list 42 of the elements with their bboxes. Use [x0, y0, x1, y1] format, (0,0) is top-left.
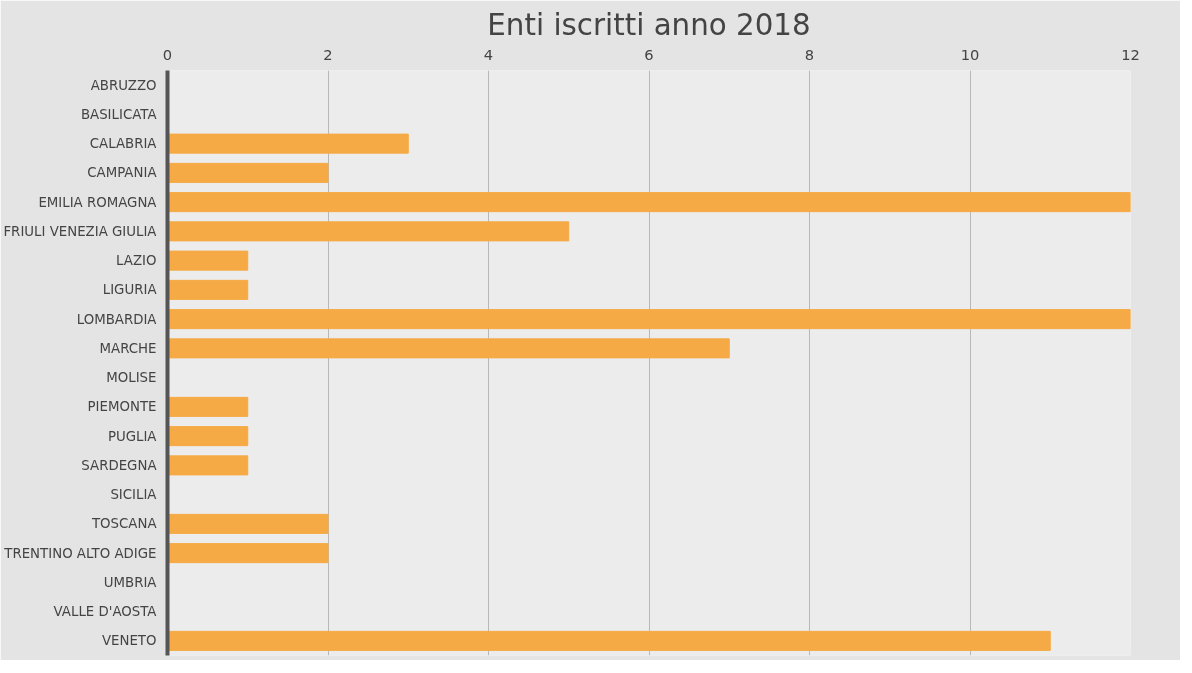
y-tick-label: CAMPANIA — [87, 165, 157, 181]
y-tick-label: SICILIA — [110, 487, 157, 503]
y-tick-label: TOSCANA — [90, 516, 157, 532]
bar — [167, 455, 249, 476]
bar — [167, 338, 730, 359]
bar — [167, 309, 1131, 330]
x-tick-label: 8 — [804, 45, 815, 63]
y-tick-label: VENETO — [101, 633, 157, 649]
bar — [167, 396, 249, 417]
x-tick-label: 4 — [483, 45, 494, 63]
x-tick-label: 0 — [162, 45, 173, 63]
y-tick-label: FRIULI VENEZIA GIULIA — [3, 223, 157, 239]
y-tick-label: LAZIO — [116, 253, 157, 269]
x-tick-label: 10 — [960, 45, 980, 63]
bar — [167, 192, 1131, 213]
y-tick-label: EMILIA ROMAGNA — [38, 194, 157, 210]
bar — [167, 133, 409, 154]
y-tick-label: ABRUZZO — [90, 77, 157, 93]
y-tick-label: TRENTINO ALTO ADIGE — [3, 545, 157, 561]
bar — [167, 162, 329, 183]
y-tick-label: MARCHE — [99, 340, 157, 356]
bar — [167, 250, 249, 271]
y-tick-label: PUGLIA — [107, 428, 157, 444]
bar — [167, 513, 329, 534]
bar — [167, 279, 249, 300]
x-tick-label: 6 — [644, 45, 654, 63]
y-tick-label: SARDEGNA — [81, 457, 157, 473]
y-tick-label: CALABRIA — [89, 136, 157, 152]
y-tick-label: UMBRIA — [103, 574, 157, 590]
y-tick-label: MOLISE — [106, 370, 157, 386]
bar — [167, 426, 249, 447]
y-tick-label: LIGURIA — [102, 282, 157, 298]
chart-title: Enti iscritti anno 2018 — [487, 7, 811, 42]
bar — [167, 630, 1051, 651]
y-tick-label: BASILICATA — [80, 106, 157, 122]
x-tick-label: 2 — [323, 45, 333, 63]
y-tick-label: VALLE D'AOSTA — [53, 604, 157, 620]
y-tick-label: PIEMONTE — [87, 399, 157, 415]
y-tick-label: LOMBARDIA — [76, 311, 157, 327]
bar — [167, 543, 329, 564]
x-tick-label: 12 — [1121, 45, 1140, 63]
bar — [167, 221, 570, 242]
